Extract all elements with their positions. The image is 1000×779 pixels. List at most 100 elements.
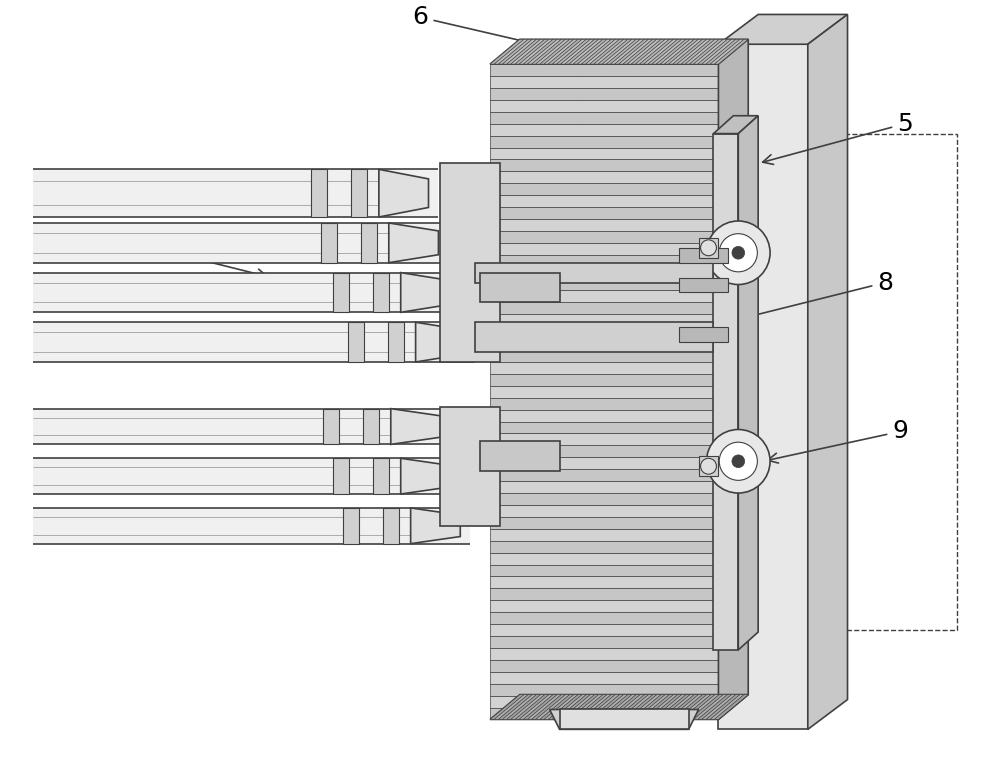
Polygon shape	[391, 409, 440, 444]
Polygon shape	[490, 207, 718, 219]
Polygon shape	[714, 695, 748, 720]
Polygon shape	[490, 457, 718, 469]
Polygon shape	[548, 695, 582, 720]
Bar	[699, 456, 718, 476]
Polygon shape	[544, 39, 578, 64]
Polygon shape	[635, 39, 669, 64]
Polygon shape	[440, 407, 500, 526]
Polygon shape	[401, 273, 450, 312]
Polygon shape	[664, 39, 698, 64]
Polygon shape	[411, 508, 460, 544]
Polygon shape	[475, 263, 713, 283]
Text: 6: 6	[413, 5, 575, 56]
Polygon shape	[490, 231, 718, 243]
Polygon shape	[660, 39, 694, 64]
Polygon shape	[656, 695, 690, 720]
Polygon shape	[702, 39, 736, 64]
Polygon shape	[490, 588, 718, 601]
Polygon shape	[490, 338, 718, 350]
Polygon shape	[490, 243, 718, 255]
Polygon shape	[615, 695, 649, 720]
Polygon shape	[677, 695, 711, 720]
Polygon shape	[361, 223, 377, 263]
Polygon shape	[490, 684, 718, 696]
Polygon shape	[698, 695, 732, 720]
Polygon shape	[511, 39, 545, 64]
Polygon shape	[507, 695, 541, 720]
Polygon shape	[669, 39, 703, 64]
Circle shape	[719, 442, 757, 481]
Polygon shape	[738, 116, 758, 650]
Polygon shape	[652, 39, 686, 64]
Polygon shape	[569, 39, 603, 64]
Polygon shape	[706, 695, 740, 720]
Polygon shape	[598, 695, 632, 720]
Polygon shape	[685, 695, 719, 720]
Polygon shape	[640, 39, 673, 64]
Polygon shape	[311, 169, 327, 217]
Polygon shape	[540, 695, 574, 720]
Polygon shape	[490, 648, 718, 660]
Polygon shape	[550, 710, 699, 729]
Polygon shape	[702, 695, 736, 720]
Polygon shape	[490, 707, 718, 720]
Text: 7: 7	[105, 226, 267, 279]
Polygon shape	[610, 39, 644, 64]
Polygon shape	[490, 88, 718, 100]
Polygon shape	[33, 458, 460, 494]
Polygon shape	[490, 541, 718, 552]
Polygon shape	[498, 695, 532, 720]
Polygon shape	[490, 552, 718, 565]
Text: 9: 9	[768, 419, 908, 463]
Polygon shape	[490, 446, 718, 457]
Polygon shape	[503, 695, 536, 720]
Polygon shape	[490, 695, 524, 720]
Polygon shape	[333, 273, 349, 312]
Polygon shape	[573, 695, 607, 720]
Polygon shape	[640, 695, 673, 720]
Polygon shape	[490, 433, 718, 446]
Polygon shape	[619, 695, 653, 720]
Polygon shape	[490, 64, 718, 76]
Polygon shape	[490, 386, 718, 398]
Polygon shape	[698, 39, 732, 64]
Polygon shape	[388, 323, 404, 362]
Polygon shape	[490, 565, 718, 576]
Polygon shape	[33, 169, 438, 217]
Polygon shape	[565, 695, 599, 720]
Polygon shape	[490, 350, 718, 362]
Polygon shape	[577, 695, 611, 720]
Polygon shape	[635, 695, 669, 720]
Polygon shape	[511, 695, 545, 720]
Polygon shape	[490, 302, 718, 314]
Polygon shape	[490, 505, 718, 517]
Polygon shape	[557, 39, 590, 64]
Circle shape	[707, 221, 770, 284]
Polygon shape	[615, 39, 649, 64]
Polygon shape	[490, 695, 748, 720]
Polygon shape	[808, 15, 848, 729]
Polygon shape	[490, 279, 718, 291]
Polygon shape	[594, 39, 628, 64]
Polygon shape	[348, 323, 364, 362]
Polygon shape	[343, 508, 359, 544]
Polygon shape	[673, 39, 707, 64]
Polygon shape	[718, 44, 808, 729]
Polygon shape	[490, 266, 718, 279]
Polygon shape	[536, 695, 570, 720]
Polygon shape	[586, 695, 620, 720]
Polygon shape	[490, 100, 718, 111]
Bar	[699, 238, 718, 258]
Polygon shape	[710, 39, 744, 64]
Polygon shape	[383, 508, 399, 544]
Polygon shape	[416, 323, 465, 362]
Polygon shape	[590, 695, 624, 720]
Polygon shape	[490, 39, 524, 64]
Polygon shape	[363, 409, 379, 444]
Polygon shape	[532, 39, 566, 64]
Polygon shape	[480, 273, 560, 302]
Polygon shape	[685, 39, 719, 64]
Polygon shape	[490, 291, 718, 302]
Polygon shape	[351, 169, 367, 217]
Polygon shape	[389, 223, 438, 263]
